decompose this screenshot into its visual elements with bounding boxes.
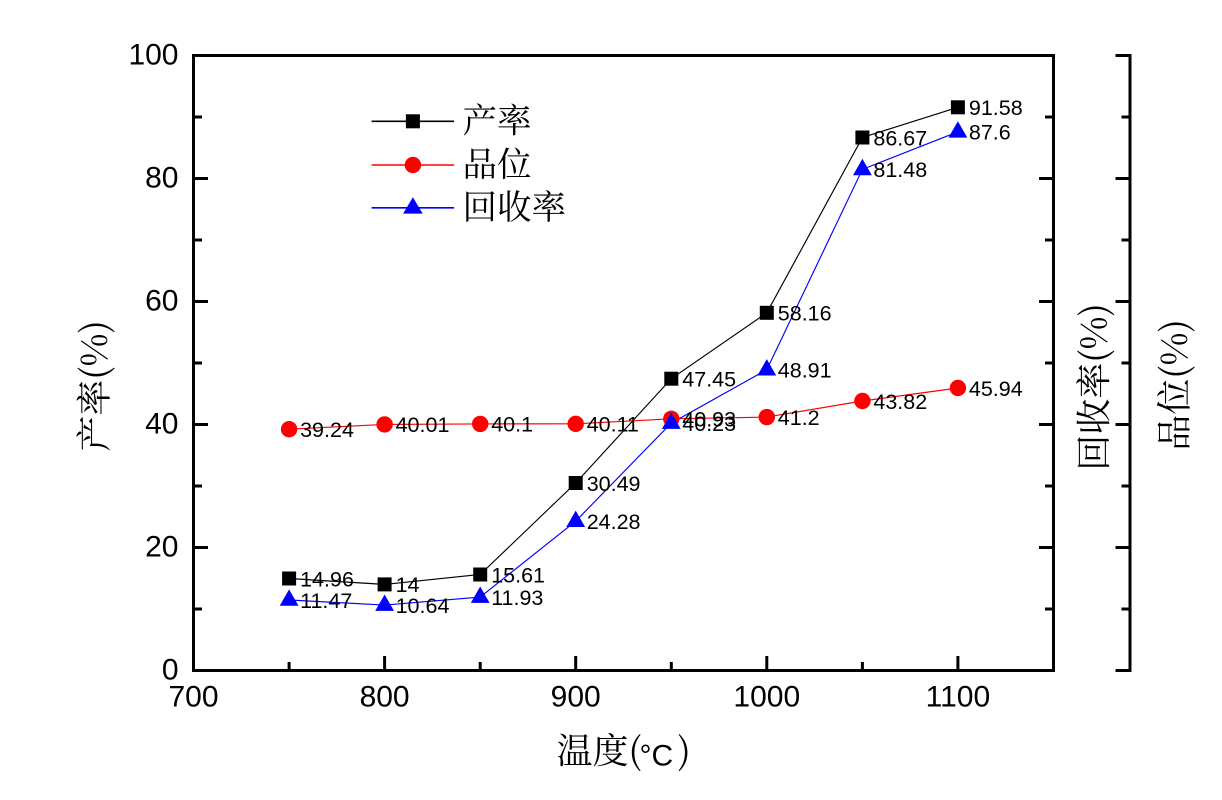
svg-text:39.24: 39.24 <box>300 418 354 442</box>
svg-text:15.61: 15.61 <box>491 563 545 587</box>
svg-text:1000: 1000 <box>733 681 800 714</box>
svg-text:91.58: 91.58 <box>969 96 1023 120</box>
svg-text:58.16: 58.16 <box>778 302 832 326</box>
svg-text:700: 700 <box>168 681 218 714</box>
svg-text:1100: 1100 <box>926 681 991 714</box>
svg-text:40.01: 40.01 <box>396 413 450 437</box>
svg-text:11.93: 11.93 <box>491 586 543 610</box>
svg-text:81.48: 81.48 <box>873 158 927 182</box>
svg-text:40: 40 <box>145 408 178 441</box>
svg-text:40.11: 40.11 <box>587 413 639 437</box>
svg-text:40.93: 40.93 <box>682 408 736 432</box>
svg-text:°C: °C <box>640 740 674 773</box>
svg-text:60: 60 <box>145 285 178 318</box>
svg-text:0: 0 <box>162 654 179 687</box>
svg-text:47.45: 47.45 <box>682 368 736 392</box>
svg-text:80: 80 <box>145 162 178 195</box>
svg-text:100: 100 <box>128 39 178 72</box>
svg-text:800: 800 <box>360 681 410 714</box>
svg-text:41.2: 41.2 <box>778 406 820 430</box>
svg-text:48.91: 48.91 <box>778 359 832 383</box>
svg-text:14: 14 <box>396 573 420 597</box>
svg-text:86.67: 86.67 <box>873 126 927 150</box>
svg-text:30.49: 30.49 <box>587 472 641 496</box>
svg-text:40.23: 40.23 <box>682 412 736 436</box>
svg-text:87.6: 87.6 <box>969 121 1011 145</box>
svg-text:11.47: 11.47 <box>300 589 352 613</box>
svg-text:43.82: 43.82 <box>873 390 927 414</box>
svg-text:10.64: 10.64 <box>396 594 450 618</box>
svg-text:45.94: 45.94 <box>969 377 1023 401</box>
svg-text:40.1: 40.1 <box>491 413 533 437</box>
svg-text:14.96: 14.96 <box>300 567 354 591</box>
svg-text:900: 900 <box>551 681 601 714</box>
svg-text:20: 20 <box>145 531 178 564</box>
svg-text:24.28: 24.28 <box>587 510 641 534</box>
